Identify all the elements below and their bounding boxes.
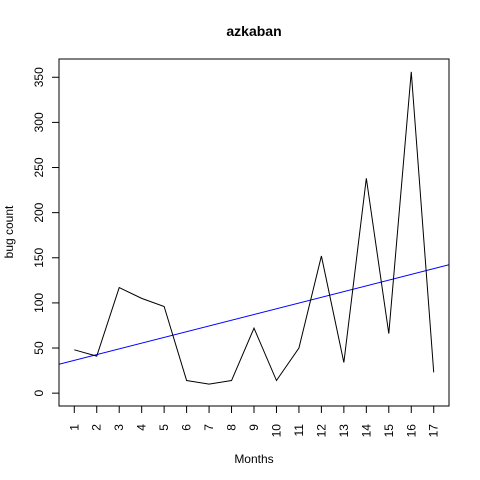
x-axis-label: Months (234, 452, 273, 466)
series-line (74, 71, 435, 385)
trend-line (59, 264, 449, 365)
y-tick-label: 300 (32, 112, 46, 132)
x-tick-label: 13 (337, 424, 351, 438)
x-tick-label: 6 (180, 424, 194, 431)
x-tick-label: 1 (67, 424, 81, 431)
y-tick-label: 250 (32, 157, 46, 177)
x-tick-label: 15 (382, 424, 396, 438)
axes: 1 2 3 4 5 6 7 8 9 10 11 12 13 14 15 16 17050100150200250… (32, 67, 441, 437)
plot-frame (58, 58, 450, 407)
x-tick-label: 14 (359, 424, 373, 438)
x-tick-label: 9 (247, 424, 261, 431)
x-tick-label: 17 (427, 424, 441, 438)
plot-area (59, 71, 449, 385)
x-tick-label: 10 (269, 424, 283, 438)
x-tick-label: 12 (314, 424, 328, 438)
x-tick-label: 11 (292, 424, 306, 437)
y-tick-label: 350 (32, 67, 46, 87)
x-tick-label: 4 (135, 424, 149, 431)
y-axis-label: bug count (2, 205, 16, 258)
y-tick-label: 0 (32, 389, 46, 396)
y-tick-label: 200 (32, 202, 46, 222)
x-tick-label: 8 (225, 424, 239, 431)
x-tick-label: 5 (157, 424, 171, 431)
y-tick-label: 150 (32, 247, 46, 267)
x-tick-label: 16 (404, 424, 418, 438)
x-tick-label: 2 (90, 424, 104, 431)
chart-title: azkaban (226, 23, 281, 39)
y-tick-label: 50 (32, 341, 46, 355)
x-tick-label: 3 (112, 424, 126, 431)
y-tick-label: 100 (32, 293, 46, 313)
x-tick-label: 7 (202, 424, 216, 431)
